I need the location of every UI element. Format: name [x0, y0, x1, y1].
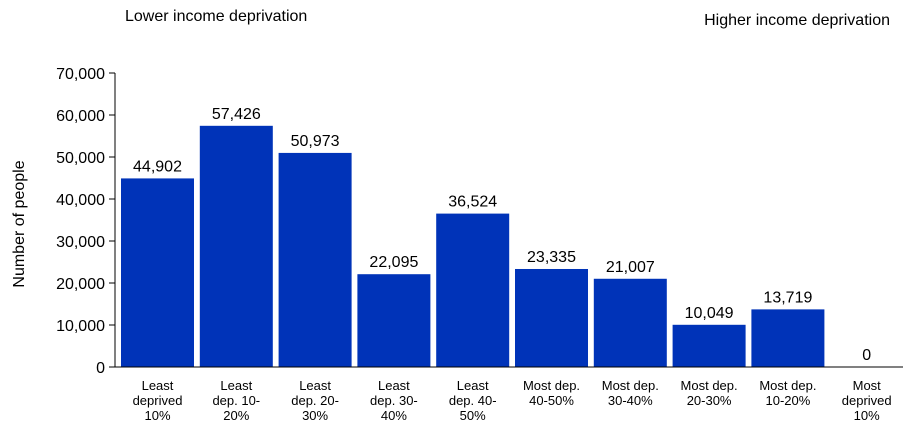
- bar: [751, 309, 825, 367]
- y-tick-label: 30,000: [56, 234, 105, 251]
- x-tick-label-line: Most dep.: [523, 378, 580, 393]
- x-tick-label: Most dep. 30-40%: [602, 378, 659, 408]
- x-tick-label: Most dep. 40-50%: [523, 378, 580, 408]
- bar: [672, 324, 746, 367]
- x-tick-label-line: 10%: [144, 408, 170, 423]
- y-axis: 0 10,000 20,000 30,000 40,000 50,000 60,000 70,…: [56, 66, 116, 377]
- data-labels: 44,902 57,426 50,973 22,095 36,524 23,335 21,0…: [133, 106, 871, 364]
- x-tick-label-line: 40-50%: [529, 393, 574, 408]
- bar: [357, 274, 431, 367]
- x-tick-label-line: dep. 40-: [449, 393, 497, 408]
- x-tick-label: Least dep. 20-30%: [291, 378, 339, 423]
- x-tick-label-line: dep. 20-: [291, 393, 339, 408]
- x-tick-label: Least dep. 40-50%: [449, 378, 497, 423]
- x-tick-label-line: 10-20%: [765, 393, 810, 408]
- x-axis: Least deprived 10%Least dep. 10-20%Least dep…: [115, 366, 903, 423]
- y-tick-label: 70,000: [56, 66, 105, 83]
- data-label: 23,335: [527, 249, 576, 266]
- y-tick-label: 20,000: [56, 276, 105, 293]
- x-tick-label-line: Least: [457, 378, 489, 393]
- x-tick-label-line: Most dep.: [681, 378, 738, 393]
- data-label: 57,426: [212, 106, 261, 123]
- x-tick-label-line: Least: [299, 378, 331, 393]
- x-tick-label-line: deprived: [842, 393, 892, 408]
- y-tick-label: 50,000: [56, 150, 105, 167]
- data-label: 22,095: [369, 254, 418, 271]
- data-label: 0: [862, 347, 871, 364]
- x-tick-label: Most dep. 10-20%: [759, 378, 816, 408]
- data-label: 36,524: [448, 194, 497, 211]
- data-label: 10,049: [685, 305, 734, 322]
- y-tick-label: 10,000: [56, 318, 105, 335]
- x-tick-label-line: 10%: [854, 408, 880, 423]
- annotation-higher-deprivation: Higher income deprivation: [704, 12, 890, 29]
- x-tick-label-line: Least: [220, 378, 252, 393]
- x-tick-label-line: Most dep.: [602, 378, 659, 393]
- x-tick-label-line: 30%: [302, 408, 328, 423]
- x-tick-label-line: Least: [142, 378, 174, 393]
- data-label: 50,973: [291, 133, 340, 150]
- x-tick-label-line: 40%: [381, 408, 407, 423]
- x-tick-label-line: deprived: [133, 393, 183, 408]
- x-tick-label: Most dep. 20-30%: [681, 378, 738, 408]
- x-tick-label-line: 20%: [223, 408, 249, 423]
- data-label: 13,719: [763, 289, 812, 306]
- bar: [436, 213, 510, 367]
- x-tick-label: Most deprived 10%: [842, 378, 892, 423]
- x-tick-label-line: Most: [853, 378, 882, 393]
- y-tick-label: 0: [96, 360, 105, 377]
- y-tick-label: 60,000: [56, 108, 105, 125]
- x-tick-label-line: dep. 30-: [370, 393, 418, 408]
- y-axis-title: Number of people: [11, 160, 28, 287]
- annotation-lower-deprivation: Lower income deprivation: [125, 8, 308, 25]
- x-tick-label-line: 30-40%: [608, 393, 653, 408]
- data-label: 21,007: [606, 259, 655, 276]
- x-tick-label-line: 20-30%: [687, 393, 732, 408]
- x-tick-label: Least dep. 30-40%: [370, 378, 418, 423]
- bar: [121, 178, 194, 367]
- x-tick-label: Least deprived 10%: [133, 378, 183, 423]
- x-tick-label-line: Most dep.: [759, 378, 816, 393]
- bar: [515, 268, 588, 367]
- x-tick-label-line: 50%: [460, 408, 486, 423]
- x-tick-label-line: dep. 10-: [212, 393, 260, 408]
- x-tick-label: Least dep. 10-20%: [212, 378, 260, 423]
- bars: [121, 125, 825, 368]
- bar: [278, 152, 352, 367]
- bar: [593, 278, 667, 367]
- bar: [199, 125, 273, 368]
- data-label: 44,902: [133, 158, 182, 175]
- x-tick-label-line: Least: [378, 378, 410, 393]
- y-tick-label: 40,000: [56, 192, 105, 209]
